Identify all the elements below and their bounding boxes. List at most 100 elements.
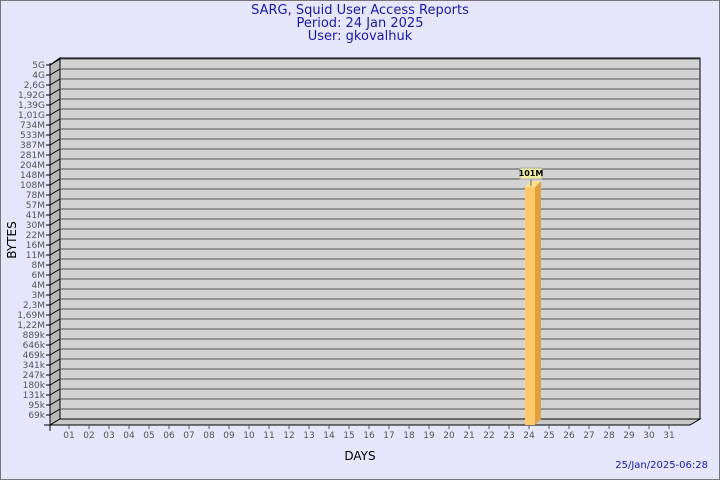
y-tick-label: 3M	[32, 291, 46, 301]
x-tick-label: 28	[603, 431, 615, 441]
plot-floor	[48, 418, 702, 426]
y-tick-depth	[49, 188, 61, 196]
y-tick-label: 69k	[28, 411, 45, 421]
x-tick-label: 21	[463, 431, 474, 441]
y-tick-label: 533M	[20, 131, 45, 141]
y-tick-label: 646k	[23, 341, 46, 351]
y-tick-depth	[49, 268, 61, 276]
x-tick-label: 04	[123, 431, 135, 441]
chart-user: User: gkovalhuk	[307, 29, 413, 44]
y-tick-depth	[49, 148, 61, 156]
y-tick-depth	[49, 338, 61, 346]
y-tick-depth	[49, 348, 61, 356]
y-tick-depth	[49, 58, 61, 66]
y-tick-depth	[49, 178, 61, 186]
y-tick-label: 41M	[26, 211, 45, 221]
x-tick-label: 31	[663, 431, 674, 441]
y-tick-depth	[49, 408, 61, 416]
y-tick-depth	[49, 198, 61, 206]
x-tick-label: 11	[263, 431, 274, 441]
x-tick-label: 27	[583, 431, 594, 441]
y-tick-depth	[49, 158, 61, 166]
timestamp: 25/Jan/2025-06:28	[615, 460, 708, 471]
bar-value-label: 101M	[519, 169, 544, 178]
x-tick-label: 02	[83, 431, 94, 441]
y-tick-label: 2,6G	[24, 81, 45, 91]
x-tick-label: 14	[323, 431, 335, 441]
y-tick-depth	[49, 128, 61, 136]
y-tick-label: 387M	[20, 141, 45, 151]
x-tick-label: 22	[483, 431, 494, 441]
y-tick-label: 1,01G	[18, 111, 45, 121]
y-tick-label: 734M	[20, 121, 45, 131]
y-tick-label: 341k	[23, 361, 46, 371]
y-tick-depth	[49, 398, 61, 406]
bar-top	[525, 181, 541, 188]
y-tick-depth	[49, 368, 61, 376]
y-tick-label: 1,92G	[18, 91, 45, 101]
y-tick-depth	[49, 118, 61, 126]
y-tick-label: 57M	[26, 201, 45, 211]
y-tick-depth	[49, 98, 61, 106]
y-tick-depth	[49, 248, 61, 256]
x-axis-label: DAYS	[344, 449, 375, 463]
y-tick-label: 6M	[32, 271, 46, 281]
x-tick-label: 08	[203, 431, 215, 441]
y-tick-depth	[49, 258, 61, 266]
x-tick-label: 25	[543, 431, 554, 441]
y-tick-depth	[49, 278, 61, 286]
x-tick-label: 29	[623, 431, 635, 441]
y-tick-label: 281M	[20, 151, 45, 161]
y-tick-label: 1,39G	[18, 101, 45, 111]
y-tick-label: 2,3M	[23, 301, 45, 311]
y-tick-depth	[49, 68, 61, 76]
x-tick-label: 07	[183, 431, 194, 441]
bar	[525, 187, 535, 425]
x-tick-label: 20	[443, 431, 455, 441]
x-tick-label: 17	[383, 431, 394, 441]
x-tick-label: 06	[163, 431, 175, 441]
y-tick-depth	[49, 138, 61, 146]
y-tick-label: 247k	[23, 371, 46, 381]
y-tick-depth	[49, 218, 61, 226]
y-tick-label: 180k	[23, 381, 46, 391]
bar-side	[535, 181, 541, 425]
y-tick-depth	[49, 108, 61, 116]
y-tick-label: 4M	[32, 281, 46, 291]
y-tick-depth	[49, 88, 61, 96]
y-tick-depth	[49, 288, 61, 296]
y-tick-label: 22M	[26, 231, 45, 241]
y-tick-label: 1,22M	[17, 321, 45, 331]
y-tick-depth	[49, 298, 61, 306]
y-tick-label: 11M	[26, 251, 45, 261]
x-tick-label: 09	[223, 431, 235, 441]
y-tick-label: 95k	[28, 401, 45, 411]
y-tick-label: 108M	[20, 181, 45, 191]
y-tick-label: 204M	[20, 161, 45, 171]
x-tick-label: 01	[63, 431, 74, 441]
chart-period: Period: 24 Jan 2025	[296, 16, 424, 31]
y-tick-label: 148M	[20, 171, 45, 181]
y-tick-depth	[49, 238, 61, 246]
y-tick-depth	[49, 208, 61, 216]
y-tick-label: 889k	[23, 331, 46, 341]
y-tick-depth	[49, 388, 61, 396]
x-tick-label: 12	[283, 431, 294, 441]
y-tick-depth	[49, 78, 61, 86]
x-tick-label: 24	[523, 431, 535, 441]
x-tick-label: 15	[343, 431, 354, 441]
x-tick-label: 23	[503, 431, 514, 441]
x-tick-label: 05	[143, 431, 154, 441]
y-tick-depth	[49, 228, 61, 236]
y-tick-label: 469k	[23, 351, 46, 361]
x-tick-label: 30	[643, 431, 655, 441]
y-tick-depth	[49, 168, 61, 176]
y-tick-label: 131k	[23, 391, 46, 401]
chart-title: SARG, Squid User Access Reports	[251, 3, 469, 18]
y-tick-label: 5G	[32, 61, 45, 71]
y-tick-label: 4G	[32, 71, 45, 81]
y-tick-label: 8M	[32, 261, 46, 271]
y-tick-depth	[49, 308, 61, 316]
y-axis-label: BYTES	[5, 221, 19, 258]
